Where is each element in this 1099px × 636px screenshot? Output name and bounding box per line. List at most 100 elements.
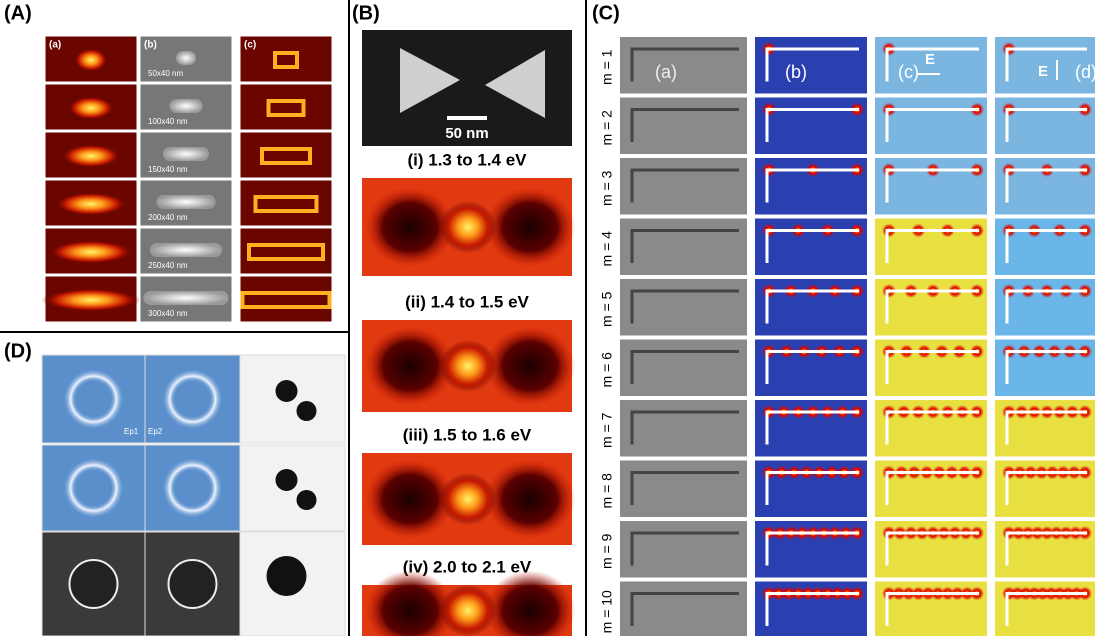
l-antenna bbox=[765, 47, 859, 82]
l-antenna bbox=[1005, 108, 1087, 142]
label: (ii) 1.4 to 1.5 eV bbox=[405, 292, 529, 311]
label: Ep1 bbox=[124, 427, 139, 436]
hot-gap bbox=[440, 340, 496, 392]
map-tile bbox=[620, 97, 747, 154]
map-tile bbox=[620, 339, 747, 396]
l-antenna bbox=[630, 350, 739, 384]
l-antenna bbox=[630, 471, 739, 505]
l-antenna bbox=[765, 471, 859, 505]
l-antenna bbox=[630, 168, 739, 203]
label: (a) bbox=[655, 62, 677, 82]
l-antenna bbox=[885, 47, 979, 82]
map-tile bbox=[620, 37, 747, 94]
label: m = 7 bbox=[599, 412, 615, 448]
l-antenna bbox=[765, 531, 859, 566]
dark-lobe bbox=[485, 459, 575, 539]
hotspot bbox=[67, 96, 115, 120]
label: 50x40 nm bbox=[148, 69, 183, 78]
l-antenna bbox=[1005, 350, 1087, 384]
label: (i) 1.3 to 1.4 eV bbox=[407, 150, 527, 169]
l-antenna bbox=[765, 350, 859, 384]
label: (b) bbox=[785, 62, 807, 82]
l-antenna bbox=[885, 410, 979, 445]
hotspot bbox=[273, 51, 299, 69]
l-antenna bbox=[885, 471, 979, 505]
l-antenna bbox=[885, 531, 979, 566]
label: (b) bbox=[144, 40, 157, 51]
l-antenna bbox=[885, 350, 979, 384]
l-antenna bbox=[1005, 47, 1087, 82]
l-antenna bbox=[630, 531, 739, 566]
l-antenna bbox=[885, 108, 979, 142]
particle bbox=[169, 99, 203, 113]
hotspot bbox=[54, 192, 128, 216]
image-tile bbox=[239, 83, 333, 131]
image-tile bbox=[239, 131, 333, 179]
label: m = 10 bbox=[599, 590, 615, 633]
map-tile bbox=[620, 460, 747, 517]
label: m = 8 bbox=[599, 473, 615, 509]
dark-lobe bbox=[485, 326, 575, 406]
dark-lobe bbox=[365, 187, 455, 267]
dark-lobe bbox=[485, 187, 575, 267]
label: m = 5 bbox=[599, 291, 615, 327]
triangle bbox=[400, 48, 460, 113]
label: (a) bbox=[49, 40, 61, 51]
hot-gap bbox=[440, 584, 496, 636]
hotspot bbox=[41, 288, 141, 312]
emission bbox=[154, 361, 231, 437]
particle bbox=[275, 469, 298, 491]
map-tile bbox=[620, 158, 747, 215]
particle bbox=[176, 51, 196, 65]
label: 250x40 nm bbox=[148, 261, 188, 270]
label: (iii) 1.5 to 1.6 eV bbox=[403, 425, 532, 444]
emission bbox=[55, 450, 132, 526]
l-antenna bbox=[630, 47, 739, 82]
dividers bbox=[0, 0, 587, 636]
label: m = 1 bbox=[599, 49, 615, 85]
l-antenna bbox=[630, 108, 739, 142]
label: (iv) 2.0 to 2.1 eV bbox=[403, 557, 532, 576]
label: 50 nm bbox=[445, 125, 488, 142]
particle bbox=[143, 291, 229, 305]
l-antenna bbox=[1005, 471, 1087, 505]
particle bbox=[266, 556, 307, 596]
label: m = 4 bbox=[599, 231, 615, 267]
l-antenna bbox=[1005, 168, 1087, 203]
l-antenna bbox=[630, 229, 739, 263]
label: E bbox=[925, 51, 935, 68]
map-tile bbox=[620, 521, 747, 578]
label: 200x40 nm bbox=[148, 213, 188, 222]
l-antenna bbox=[885, 592, 979, 626]
image-tile bbox=[239, 227, 333, 275]
label: 100x40 nm bbox=[148, 117, 188, 126]
particle bbox=[156, 195, 216, 209]
l-antenna bbox=[765, 168, 859, 203]
hotspot bbox=[247, 243, 325, 261]
l-antenna bbox=[1005, 531, 1087, 566]
label: (d) bbox=[1075, 62, 1097, 82]
label: (c) bbox=[898, 62, 919, 82]
l-antenna bbox=[765, 410, 859, 445]
hotspot bbox=[61, 144, 121, 168]
l-antenna bbox=[765, 108, 859, 142]
particle bbox=[275, 380, 298, 402]
l-antenna bbox=[1005, 229, 1087, 263]
image-tile bbox=[239, 35, 333, 83]
image-tile bbox=[239, 275, 333, 323]
label: m = 9 bbox=[599, 533, 615, 569]
map-tile bbox=[620, 218, 747, 275]
label: E bbox=[1038, 63, 1048, 80]
l-antenna bbox=[765, 592, 859, 626]
dark-lobe bbox=[365, 459, 455, 539]
emission bbox=[154, 450, 231, 526]
label: (B) bbox=[352, 2, 380, 24]
hotspot bbox=[240, 291, 332, 309]
label: m = 2 bbox=[599, 110, 615, 146]
hotspot bbox=[74, 48, 108, 72]
l-antenna bbox=[765, 229, 859, 263]
label: m = 6 bbox=[599, 352, 615, 388]
l-antenna bbox=[885, 168, 979, 203]
l-antenna bbox=[885, 289, 979, 324]
map-tile bbox=[620, 279, 747, 336]
